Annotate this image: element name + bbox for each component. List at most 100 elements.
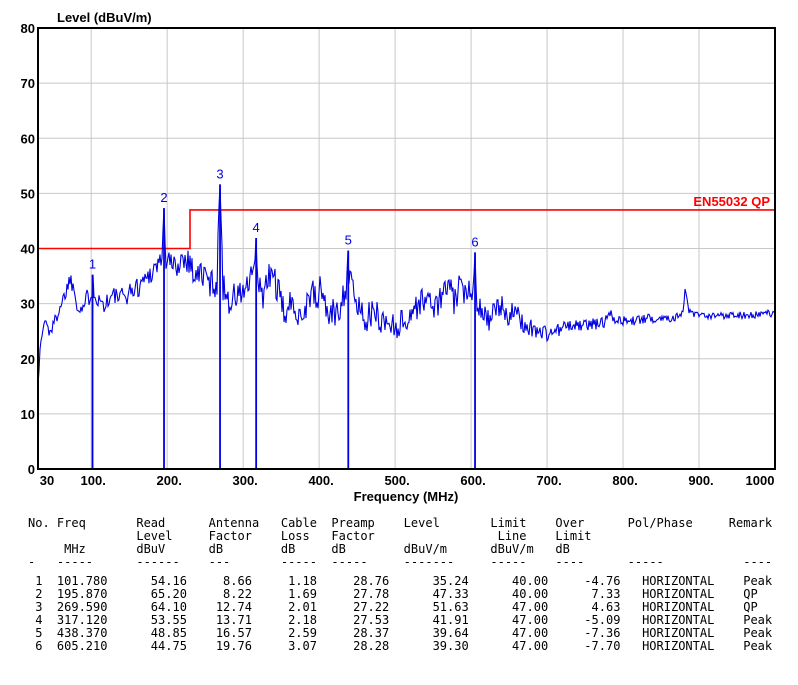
table-header-cell: MHz <box>64 542 86 556</box>
table-cell-over: -7.36 <box>555 626 621 640</box>
table-header-cell: dB <box>280 542 296 556</box>
table-cell-cable: 1.18 <box>280 574 317 588</box>
table-header-cell: Level <box>136 529 173 543</box>
table-cell-pol: HORIZONTAL <box>642 639 715 653</box>
table-header-line: No. Freq Read Antenna Cable Preamp Level Limit O… <box>28 517 798 530</box>
table-cell-over: 7.33 <box>555 587 621 601</box>
table-cell-cable: 2.59 <box>280 626 317 640</box>
table-cell-read: 65.20 <box>136 587 187 601</box>
table-cell-antenna: 19.76 <box>208 639 252 653</box>
table-cell-cable: 3.07 <box>280 639 317 653</box>
x-tick-label: 400. <box>308 473 333 488</box>
y-tick-label: 0 <box>28 462 35 477</box>
x-tick-label: 1000 <box>746 473 775 488</box>
table-cell-limit: 40.00 <box>490 574 549 588</box>
table-dash-line: - ----- ------ --- ----- ----- ------- ----- ---… <box>28 556 798 569</box>
table-header-cell: Factor <box>331 529 375 543</box>
limit-line <box>38 209 775 250</box>
table-row: 4 317.120 53.55 13.71 2.18 27.53 41.91 47… <box>28 614 798 627</box>
table-dash: --- <box>208 555 231 569</box>
table-header-cell: Pol/Phase <box>627 516 693 530</box>
table-cell-over: -4.76 <box>555 574 621 588</box>
table-header-cell: Line <box>497 529 527 543</box>
table-cell-no: 5 <box>28 626 43 640</box>
table-cell-freq: 269.590 <box>56 600 108 614</box>
table-cell-remark: QP <box>743 600 773 614</box>
table-cell-pol: HORIZONTAL <box>642 587 715 601</box>
table-dash: ------- <box>403 555 455 569</box>
table-cell-preamp: 28.76 <box>331 574 390 588</box>
table-cell-level: 39.64 <box>403 626 469 640</box>
marker-number-label: 6 <box>471 234 478 249</box>
table-dash: ------ <box>136 555 180 569</box>
marker-number-label: 4 <box>253 220 260 235</box>
table-cell-antenna: 12.74 <box>208 600 252 614</box>
y-tick-label: 30 <box>21 297 35 312</box>
table-cell-pol: HORIZONTAL <box>642 613 715 627</box>
table-dash: ---- <box>743 555 773 569</box>
table-cell-limit: 47.00 <box>490 600 549 614</box>
table-dash: ----- <box>627 555 664 569</box>
table-cell-cable: 2.18 <box>280 613 317 627</box>
y-tick-label: 60 <box>21 131 35 146</box>
tick-label-layer: 30 100. 200. 300. 400. 500. 600. 700. 800. 900. 10… <box>21 21 775 488</box>
table-header-cell: Cable <box>280 516 317 530</box>
x-tick-label: 300. <box>232 473 257 488</box>
table-cell-remark: Peak <box>743 574 773 588</box>
grid-layer <box>38 28 775 469</box>
table-cell-preamp: 27.78 <box>331 587 390 601</box>
marker-layer: 1 2 3 4 5 6 <box>89 166 479 468</box>
table-cell-antenna: 8.66 <box>208 574 252 588</box>
table-cell-cable: 2.01 <box>280 600 317 614</box>
table-cell-no: 2 <box>28 587 43 601</box>
limit-line-label: EN55032 QP <box>693 194 770 209</box>
y-tick-label: 70 <box>21 76 35 91</box>
y-tick-label: 80 <box>21 21 35 36</box>
x-tick-label: 700. <box>536 473 561 488</box>
table-header-cell: dB <box>331 542 346 556</box>
table-cell-limit: 47.00 <box>490 639 549 653</box>
table-cell-read: 64.10 <box>136 600 187 614</box>
table-dash: ----- <box>331 555 368 569</box>
table-header-cell: Limit <box>555 529 592 543</box>
y-tick-label: 10 <box>21 407 35 422</box>
y-tick-label: 40 <box>21 242 35 257</box>
table-dash: ----- <box>280 555 317 569</box>
table-cell-level: 39.30 <box>403 639 469 653</box>
table-cell-freq: 317.120 <box>56 613 108 627</box>
table-cell-read: 53.55 <box>136 613 187 627</box>
table-cell-freq: 101.780 <box>56 574 108 588</box>
table-header-cell: Over <box>555 516 585 530</box>
x-tick-label: 100. <box>81 473 106 488</box>
table-cell-antenna: 8.22 <box>208 587 252 601</box>
table-cell-preamp: 28.28 <box>331 639 390 653</box>
table-cell-preamp: 27.53 <box>331 613 390 627</box>
y-tick-label: 20 <box>21 352 35 367</box>
table-cell-no: 3 <box>28 600 43 614</box>
measurement-table: No. Freq Read Antenna Cable Preamp Level Limit O… <box>28 517 798 653</box>
table-header-cell: dBuV/m <box>403 542 448 556</box>
table-row: 2 195.870 65.20 8.22 1.69 27.78 47.33 40.… <box>28 588 798 601</box>
table-row: 5 438.370 48.85 16.57 2.59 28.37 39.64 47… <box>28 627 798 640</box>
table-cell-no: 1 <box>28 574 43 588</box>
table-header-cell: Limit <box>490 516 527 530</box>
table-header-cell: Antenna <box>208 516 260 530</box>
table-cell-antenna: 13.71 <box>208 613 252 627</box>
table-header-line: Level Factor Loss Factor Line Limit <box>28 530 798 543</box>
table-cell-level: 47.33 <box>403 587 469 601</box>
table-header-cell: Loss <box>280 529 310 543</box>
table-cell-read: 54.16 <box>136 574 187 588</box>
table-cell-pol: HORIZONTAL <box>642 574 715 588</box>
table-cell-limit: 40.00 <box>490 587 549 601</box>
x-tick-label: 600. <box>460 473 485 488</box>
x-tick-label: 30 <box>40 473 54 488</box>
table-cell-level: 51.63 <box>403 600 469 614</box>
marker-number-label: 5 <box>345 232 352 247</box>
table-cell-no: 4 <box>28 613 43 627</box>
table-row: 3 269.590 64.10 12.74 2.01 27.22 51.63 47… <box>28 601 798 614</box>
table-cell-pol: HORIZONTAL <box>642 626 715 640</box>
table-cell-freq: 605.210 <box>56 639 108 653</box>
table-header-cell: Level <box>403 516 440 530</box>
